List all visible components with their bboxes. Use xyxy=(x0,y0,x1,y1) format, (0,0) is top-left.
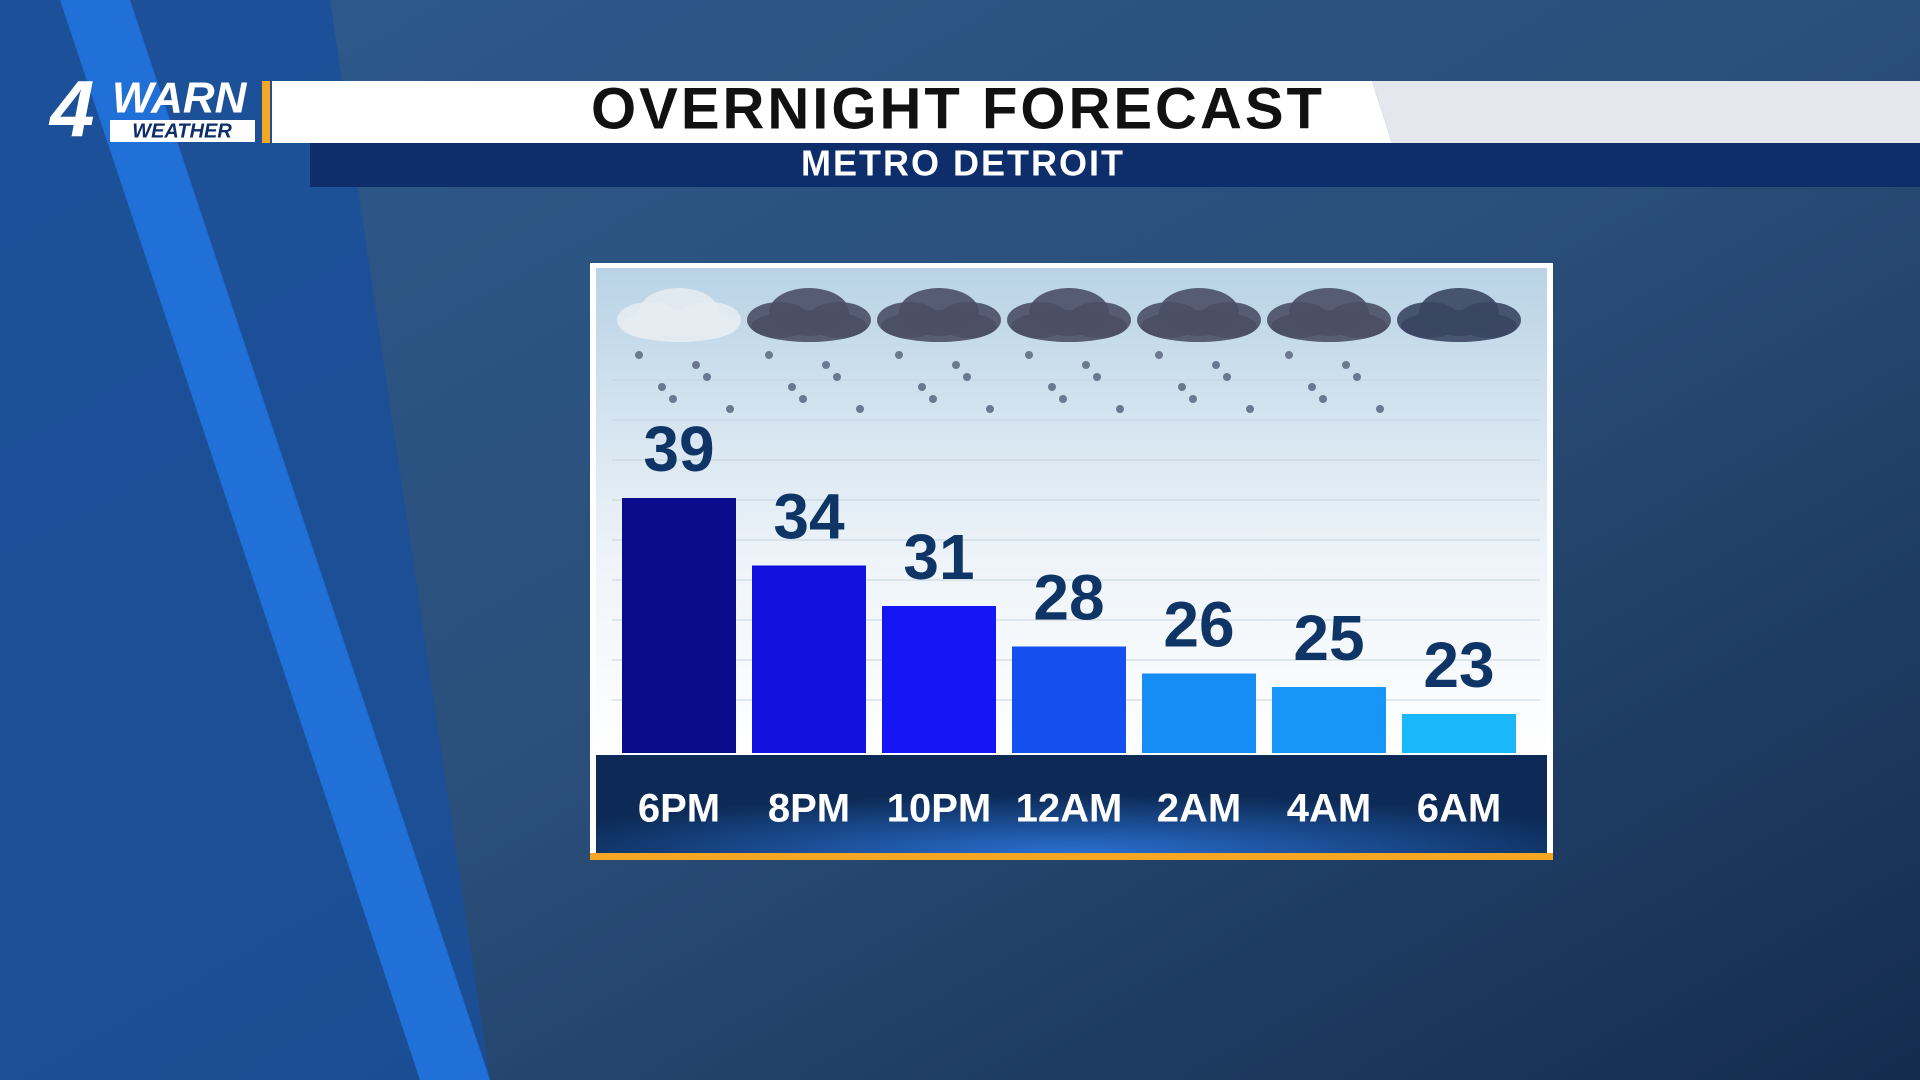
snowflake xyxy=(1048,383,1056,391)
snowflake xyxy=(726,405,734,413)
snowflake xyxy=(833,373,841,381)
title-bar xyxy=(272,81,1392,143)
value-label: 39 xyxy=(643,413,714,485)
snowflake xyxy=(1376,405,1384,413)
logo-sub: WEATHER xyxy=(132,120,232,142)
snowflake xyxy=(856,405,864,413)
snowflake xyxy=(788,383,796,391)
snowflake xyxy=(1246,405,1254,413)
snowflake xyxy=(822,361,830,369)
x-tick-label: 2AM xyxy=(1157,787,1241,831)
weather-icon xyxy=(1141,310,1257,342)
snowflake xyxy=(635,351,643,359)
x-tick-label: 6AM xyxy=(1417,787,1501,831)
snowflake xyxy=(963,373,971,381)
weather-icon xyxy=(881,310,997,342)
x-tick-label: 6PM xyxy=(638,787,720,831)
bar xyxy=(1142,673,1256,753)
chart-subtitle: METRO DETROIT xyxy=(801,143,1125,184)
x-tick-label: 12AM xyxy=(1016,787,1123,831)
subtitle-bar xyxy=(310,143,1920,187)
snowflake xyxy=(1025,351,1033,359)
bar xyxy=(752,565,866,753)
panel-accent xyxy=(590,853,1553,860)
weather-icon xyxy=(1401,310,1517,342)
value-label: 25 xyxy=(1293,602,1364,674)
side-stripe-light xyxy=(60,0,490,1080)
bar xyxy=(1012,646,1126,753)
snowflake xyxy=(929,395,937,403)
snowflake xyxy=(799,395,807,403)
bar xyxy=(622,498,736,753)
snowflake xyxy=(1116,405,1124,413)
snowflake xyxy=(1178,383,1186,391)
snowflake xyxy=(658,383,666,391)
bar xyxy=(1402,714,1516,753)
snowflake xyxy=(1189,395,1197,403)
title-accent xyxy=(262,81,270,143)
value-label: 28 xyxy=(1033,561,1104,633)
weather-icon xyxy=(751,310,867,342)
snowflake xyxy=(1059,395,1067,403)
snowflake xyxy=(669,395,677,403)
value-label: 26 xyxy=(1163,588,1234,660)
x-tick-label: 4AM xyxy=(1287,787,1371,831)
logo-number: 4 xyxy=(48,64,95,153)
snowflake xyxy=(1353,373,1361,381)
snowflake xyxy=(1319,395,1327,403)
logo-word: WARN xyxy=(112,74,248,123)
x-tick-label: 8PM xyxy=(768,787,850,831)
weather-icon xyxy=(1011,310,1127,342)
value-label: 34 xyxy=(773,480,845,552)
snowflake xyxy=(765,351,773,359)
snowflake xyxy=(703,373,711,381)
title-bar-end xyxy=(1372,81,1920,143)
snowflake xyxy=(1155,351,1163,359)
snowflake xyxy=(1082,361,1090,369)
snowflake xyxy=(1308,383,1316,391)
snowflake xyxy=(895,351,903,359)
x-tick-label: 10PM xyxy=(887,787,992,831)
weather-icon xyxy=(621,310,737,342)
bar xyxy=(882,606,996,753)
snowflake xyxy=(918,383,926,391)
snowflake xyxy=(1212,361,1220,369)
snowflake xyxy=(986,405,994,413)
value-label: 31 xyxy=(903,521,974,593)
snowflake xyxy=(952,361,960,369)
bar xyxy=(1272,687,1386,753)
snowflake xyxy=(1093,373,1101,381)
snowflake xyxy=(1285,351,1293,359)
chart-title: OVERNIGHT FORECAST xyxy=(591,76,1325,141)
snowflake xyxy=(692,361,700,369)
logo-sub-bg xyxy=(110,120,255,142)
weather-icon xyxy=(1271,310,1387,342)
snowflake xyxy=(1223,373,1231,381)
snowflake xyxy=(1342,361,1350,369)
label-strip xyxy=(596,755,1547,853)
value-label: 23 xyxy=(1423,629,1494,701)
